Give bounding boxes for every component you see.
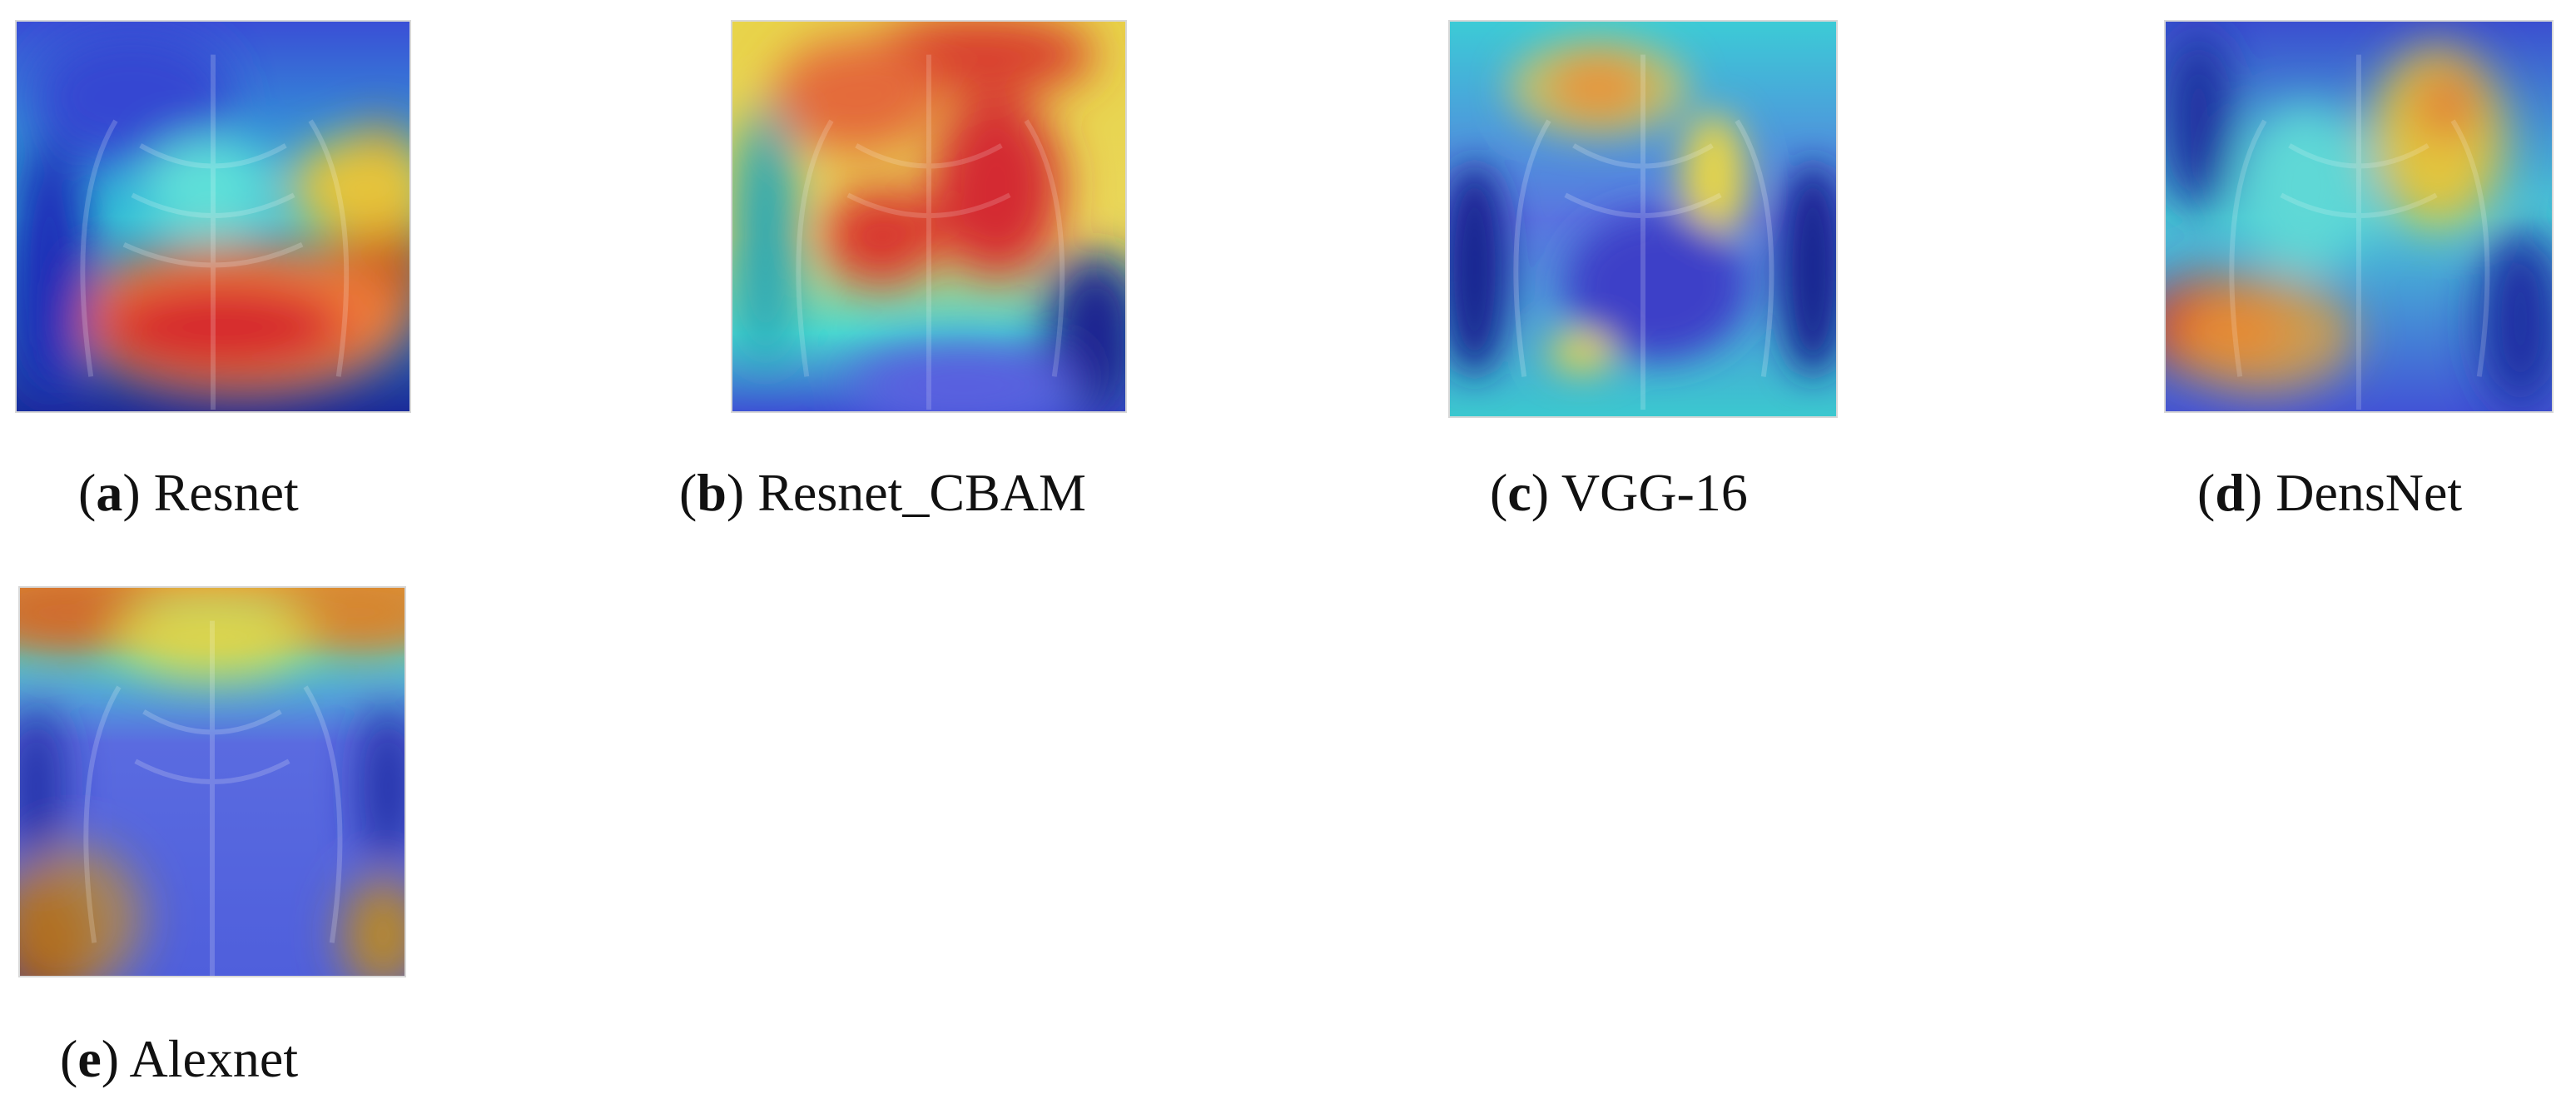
heatmap-resnet (15, 20, 411, 413)
heatmap-vgg16 (1448, 20, 1838, 418)
caption-c: (c) VGG-16 (1490, 463, 1748, 522)
heatmap-resnet-cbam (731, 20, 1127, 413)
caption-e: (e) Alexnet (60, 1029, 299, 1088)
heatmap-alexnet (18, 586, 406, 977)
caption-d: (d) DensNet (2197, 463, 2463, 522)
heatmap-densnet (2164, 20, 2554, 413)
caption-a: (a) Resnet (78, 463, 299, 522)
caption-b: (b) Resnet_CBAM (679, 463, 1086, 522)
